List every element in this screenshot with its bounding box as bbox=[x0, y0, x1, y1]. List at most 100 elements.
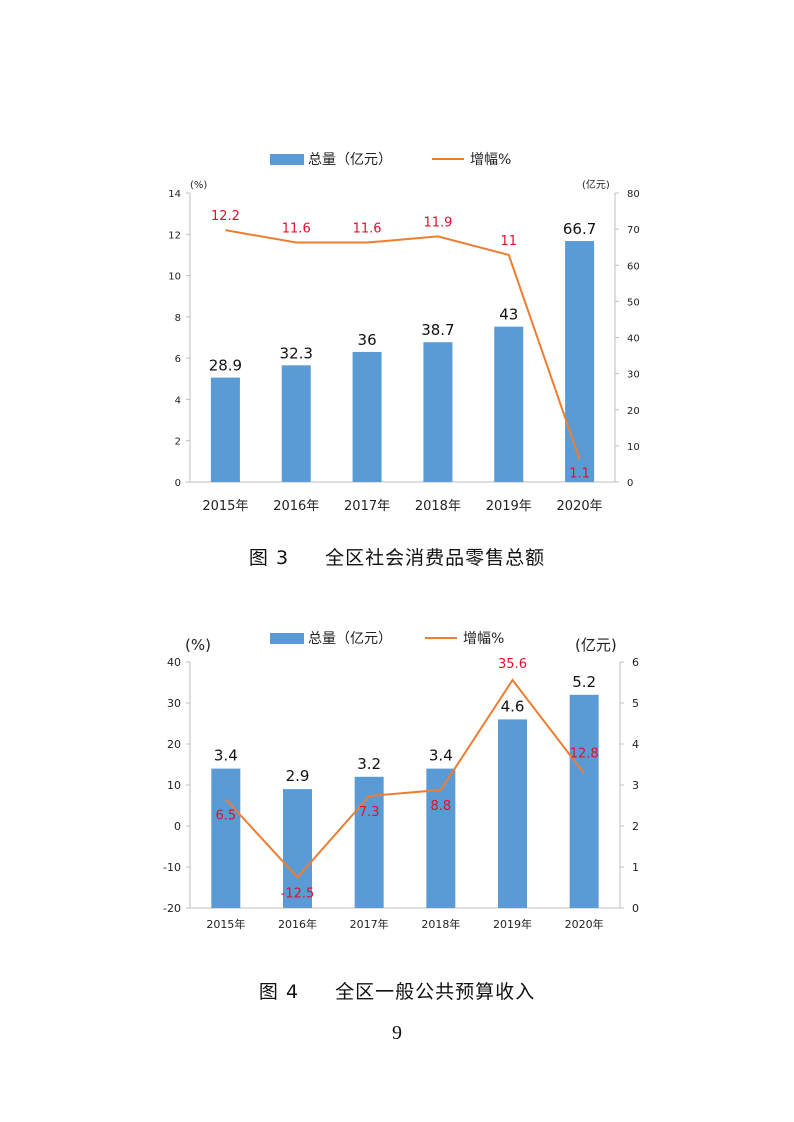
left-tick-label: 0 bbox=[174, 820, 181, 833]
right-tick-label: 2 bbox=[632, 820, 639, 833]
right-tick-label: 1 bbox=[632, 861, 639, 874]
right-tick-label: 60 bbox=[627, 261, 640, 272]
growth-value-label: 8.8 bbox=[430, 799, 451, 814]
growth-value-label: -12.5 bbox=[281, 886, 315, 901]
bar-value-label: 3.2 bbox=[357, 755, 381, 773]
chart-2-right-ticks: 0 1 2 3 4 5 6 bbox=[620, 656, 639, 915]
bar bbox=[569, 694, 599, 908]
chart-1-legend: 总量（亿元） 增幅% bbox=[270, 152, 511, 168]
left-tick-label: 20 bbox=[167, 738, 181, 751]
right-tick-label: 3 bbox=[632, 779, 639, 792]
growth-value-label: 7.3 bbox=[359, 805, 380, 820]
right-tick-label: 20 bbox=[627, 406, 640, 417]
bar bbox=[494, 326, 524, 482]
x-category-label: 2016年 bbox=[278, 917, 317, 931]
x-category-label: 2019年 bbox=[493, 917, 532, 931]
x-category-label: 2015年 bbox=[202, 499, 248, 514]
chart-2-right-unit: (亿元) bbox=[575, 636, 617, 654]
left-tick-label: -10 bbox=[163, 861, 181, 874]
bar bbox=[423, 342, 453, 482]
chart-1-caption-title: 全区社会消费品零售总额 bbox=[325, 547, 546, 569]
left-tick-label: 14 bbox=[168, 189, 181, 200]
x-category-label: 2017年 bbox=[350, 917, 389, 931]
chart-1-x-labels: 2015年 2016年 2017年 2018年 2019年 2020年 bbox=[202, 499, 602, 514]
x-category-label: 2016年 bbox=[273, 499, 319, 514]
left-tick-label: 6 bbox=[175, 354, 181, 365]
chart-2-caption: 图 4 全区一般公共预算收入 bbox=[0, 977, 794, 1004]
left-tick-label: 10 bbox=[168, 272, 181, 283]
chart-2-legend-bar-label: 总量（亿元） bbox=[308, 631, 392, 647]
left-tick-label: 0 bbox=[175, 478, 181, 489]
right-tick-label: 80 bbox=[627, 189, 640, 200]
chart-1-left-ticks: 0 2 4 6 8 10 12 14 bbox=[168, 189, 190, 489]
bar-value-label: 28.9 bbox=[209, 357, 242, 375]
chart-1-caption-number: 图 3 bbox=[248, 547, 290, 569]
left-tick-label: 2 bbox=[175, 437, 181, 448]
growth-value-label: 35.6 bbox=[498, 657, 527, 672]
right-tick-label: 30 bbox=[627, 370, 640, 381]
growth-value-label: 12.8 bbox=[570, 747, 599, 762]
right-tick-label: 5 bbox=[632, 697, 639, 710]
chart-1-legend-bar-label: 总量（亿元） bbox=[308, 152, 392, 168]
bar-value-label: 32.3 bbox=[280, 344, 313, 362]
left-tick-label: 4 bbox=[175, 395, 181, 406]
right-tick-label: 50 bbox=[627, 297, 640, 308]
growth-line-path bbox=[225, 678, 585, 879]
page-number: 9 bbox=[392, 1022, 402, 1044]
bar bbox=[354, 776, 384, 908]
chart-1-right-unit: (亿元) bbox=[582, 178, 610, 191]
bar-value-label: 5.2 bbox=[572, 673, 596, 691]
chart-1-growth-labels: 12.2 11.6 11.6 11.9 11 1.1 bbox=[211, 209, 590, 481]
bar bbox=[281, 365, 311, 482]
right-tick-label: 40 bbox=[627, 334, 640, 345]
x-category-label: 2017年 bbox=[344, 499, 390, 514]
growth-value-label: 11.6 bbox=[353, 222, 382, 237]
bar-value-label: 36 bbox=[358, 331, 377, 349]
chart-1-bars bbox=[210, 241, 595, 482]
chart-2-bar-labels: 3.4 2.9 3.2 3.4 4.6 5.2 bbox=[214, 673, 596, 785]
bar bbox=[210, 377, 240, 482]
x-category-label: 2019年 bbox=[486, 499, 532, 514]
growth-value-label: 6.5 bbox=[215, 808, 236, 823]
chart-2-left-ticks: -20 -10 0 10 20 30 40 bbox=[163, 656, 190, 915]
chart-2-legend: 总量（亿元） 增幅% bbox=[270, 631, 504, 647]
chart-1: 总量（亿元） 增幅% (%) (亿元) 0 2 4 6 8 10 12 14 0 10 20 30 4… bbox=[168, 152, 639, 514]
bar-value-label: 3.4 bbox=[429, 747, 453, 765]
chart-2-bars bbox=[211, 694, 599, 908]
right-tick-label: 6 bbox=[632, 656, 639, 669]
bar-value-label: 38.7 bbox=[421, 321, 454, 339]
right-tick-label: 10 bbox=[627, 442, 640, 453]
left-tick-label: 12 bbox=[168, 230, 181, 241]
chart-2-left-unit: (%) bbox=[185, 636, 211, 654]
growth-value-label: 1.1 bbox=[569, 466, 590, 481]
chart-2-x-labels: 2015年 2016年 2017年 2018年 2019年 2020年 bbox=[206, 917, 603, 931]
chart-2-growth-line bbox=[225, 678, 585, 879]
chart-2-caption-number: 图 4 bbox=[258, 981, 300, 1003]
chart-1-caption: 图 3 全区社会消费品零售总额 bbox=[0, 543, 794, 570]
right-tick-label: 4 bbox=[632, 738, 639, 751]
chart-2-caption-title: 全区一般公共预算收入 bbox=[335, 981, 536, 1003]
chart-2-legend-bar-swatch bbox=[270, 633, 304, 644]
x-category-label: 2018年 bbox=[421, 917, 460, 931]
bar-value-label: 66.7 bbox=[563, 220, 596, 238]
left-tick-label: 8 bbox=[175, 313, 181, 324]
bar bbox=[498, 719, 527, 908]
growth-value-label: 11.6 bbox=[282, 222, 311, 237]
bar-value-label: 4.6 bbox=[501, 697, 525, 715]
growth-value-label: 11.9 bbox=[423, 215, 452, 230]
bar-value-label: 2.9 bbox=[286, 767, 310, 785]
x-category-label: 2020年 bbox=[557, 499, 603, 514]
x-category-label: 2018年 bbox=[415, 499, 461, 514]
growth-value-label: 12.2 bbox=[211, 209, 240, 224]
growth-value-label: 11 bbox=[500, 234, 517, 249]
left-tick-label: 30 bbox=[167, 697, 181, 710]
left-tick-label: 10 bbox=[167, 779, 181, 792]
chart-2: 总量（亿元） 增幅% (%) (亿元) -20 -10 0 10 20 30 40 0 1 2 3… bbox=[163, 631, 639, 931]
chart-1-growth-line bbox=[225, 229, 581, 460]
x-category-label: 2020年 bbox=[565, 917, 604, 931]
bar-value-label: 43 bbox=[499, 306, 518, 324]
left-tick-label: -20 bbox=[163, 902, 181, 915]
chart-1-legend-bar-swatch bbox=[270, 154, 304, 165]
chart-1-bar-labels: 28.9 32.3 36 38.7 43 66.7 bbox=[209, 220, 597, 375]
